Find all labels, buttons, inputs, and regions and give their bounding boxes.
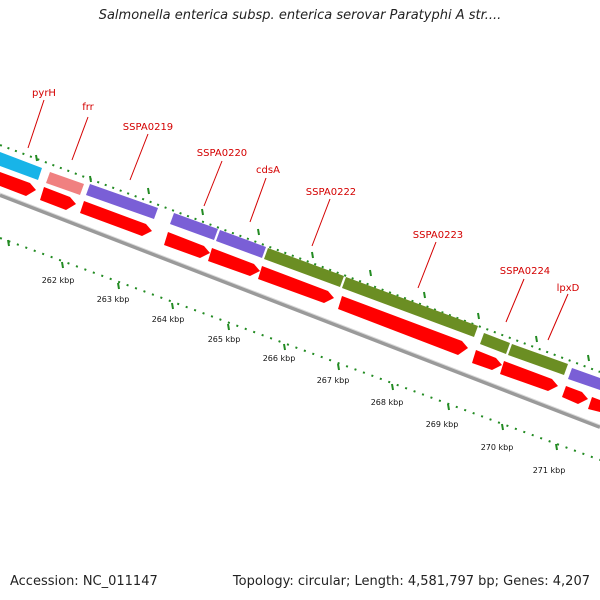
scale-label: 262 kbp	[42, 276, 75, 285]
cds-arrow	[472, 350, 502, 370]
gene-label-SSPA0223: SSPA0223	[413, 230, 463, 241]
gene-label-lpxD: lpxD	[557, 283, 580, 294]
scale-label: 264 kbp	[152, 315, 185, 324]
cds-arrow	[258, 266, 334, 303]
gene-cdsA-block	[216, 230, 266, 258]
scale-label: 270 kbp	[481, 443, 514, 452]
gene-SSPA0220-block	[170, 213, 218, 240]
scale-track	[0, 237, 600, 461]
gene-SSPA0219-block	[86, 184, 158, 219]
outer-tick-track	[0, 144, 600, 373]
feature-row-upper	[0, 152, 600, 390]
gene-label-frr: frr	[82, 102, 94, 113]
gene-label-cdsA: cdsA	[256, 165, 280, 176]
scale-label: 263 kbp	[97, 295, 130, 304]
cds-arrow	[80, 201, 152, 236]
scale-label: 268 kbp	[371, 398, 404, 407]
scale-label: 271 kbp	[533, 466, 566, 475]
gene-next-block	[568, 368, 600, 390]
scale-label: 265 kbp	[208, 335, 241, 344]
accession-text: Accession: NC_011147	[10, 574, 158, 589]
gene-lpxD-block	[508, 344, 568, 375]
gene-label-SSPA0224: SSPA0224	[500, 266, 550, 277]
gene-SSPA0222-block	[264, 248, 344, 287]
cds-arrow	[500, 361, 558, 391]
feature-row-cds	[0, 172, 600, 412]
map-title: Salmonella enterica subsp. enterica sero…	[98, 8, 502, 23]
gene-pyrH-block	[0, 152, 42, 180]
scale-label: 269 kbp	[426, 420, 459, 429]
scale-label: 266 kbp	[263, 354, 296, 363]
gene-SSPA0224-block	[480, 333, 510, 354]
gene-label-SSPA0219: SSPA0219	[123, 122, 173, 133]
genome-backbone	[0, 192, 600, 429]
cds-arrow	[164, 232, 210, 258]
cds-arrow	[588, 397, 600, 412]
genome-summary-text: Topology: circular; Length: 4,581,797 bp…	[232, 574, 590, 589]
gene-label-pyrH: pyrH	[32, 88, 56, 99]
cds-arrow	[338, 296, 468, 355]
gene-label-SSPA0220: SSPA0220	[197, 148, 247, 159]
label-leaders	[27, 99, 569, 341]
scale-label: 267 kbp	[317, 376, 350, 385]
gene-labels: pyrH frr SSPA0219 SSPA0220 cdsA SSPA0222…	[32, 88, 580, 294]
gene-frr-block	[46, 172, 84, 195]
cds-arrow	[208, 248, 260, 276]
cds-arrow	[562, 386, 588, 404]
gene-label-SSPA0222: SSPA0222	[306, 187, 356, 198]
gene-SSPA0223-block	[342, 277, 478, 337]
cds-arrow	[40, 187, 76, 210]
scale-labels: 262 kbp 263 kbp 264 kbp 265 kbp 266 kbp …	[42, 276, 566, 475]
cds-arrow	[0, 172, 36, 196]
